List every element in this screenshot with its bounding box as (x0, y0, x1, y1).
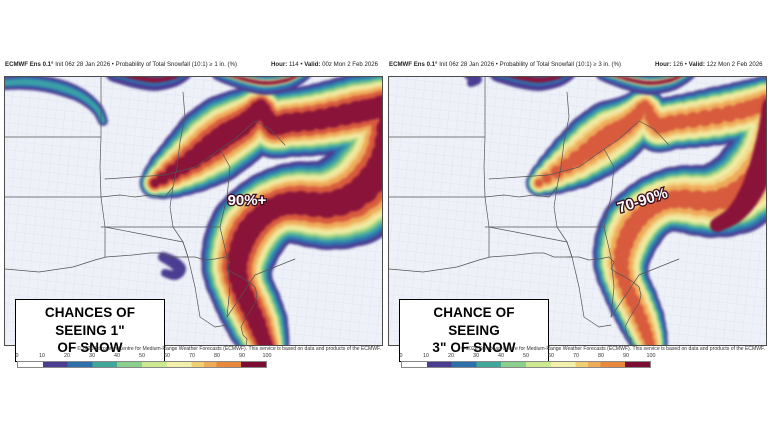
svg-text:90%+: 90%+ (228, 192, 267, 209)
